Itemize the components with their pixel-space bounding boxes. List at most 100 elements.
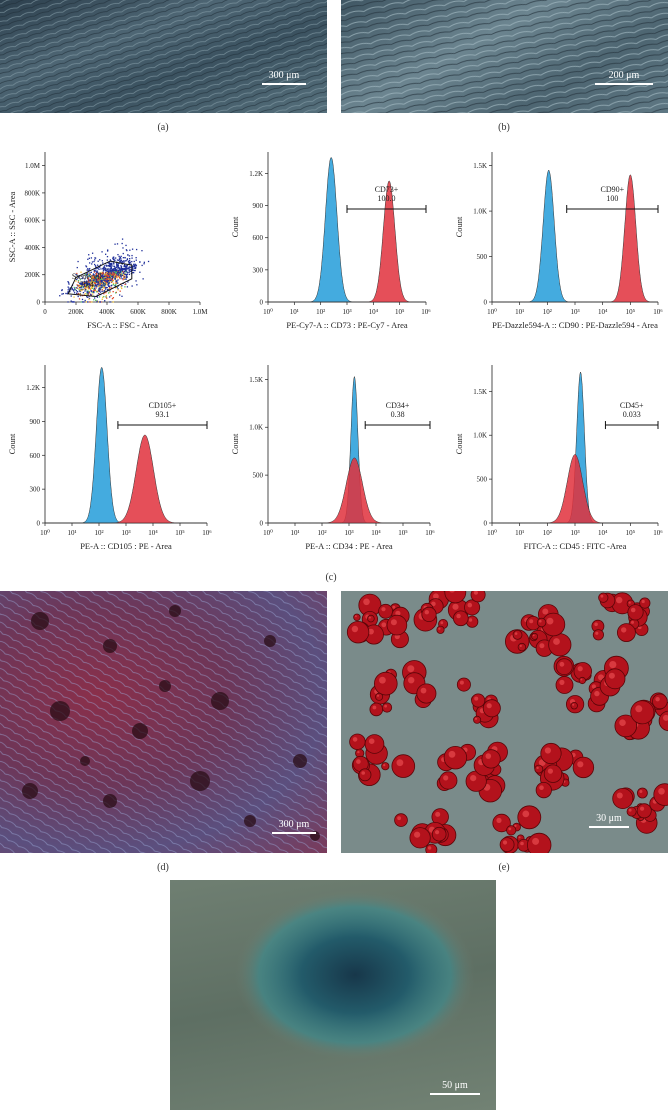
plot-cd105: 10⁰ 10¹ 10² 10³ 10⁴ 10⁵ 10⁶ 0 300 600 900 1.2K PE-A … [7,365,212,551]
lipid-droplet-highlight [414,831,421,838]
lipid-droplet-highlight [392,605,396,609]
x-tick-label-cd45-1: 10¹ [515,529,524,537]
scatter-point [126,266,128,268]
lipid-droplet [572,756,595,779]
scatter-point [122,279,124,281]
scatter-point [126,249,128,252]
lipid-droplet [421,606,437,623]
scatter-point [96,283,98,285]
scatter-point [104,276,106,278]
x-axis-label-cd73: PE-Cy7-A :: CD73 : PE-Cy7 - Area [286,320,408,330]
scatter-point [88,290,90,293]
lipid-droplet-highlight [474,696,479,701]
y-tick-label-cd105-3: 900 [30,418,41,426]
scatter-point [79,278,82,281]
scatter-point [102,296,104,299]
scatter-point [91,279,93,281]
scatter-point [141,250,143,252]
scatter-point [102,270,105,272]
scatter-point [106,297,108,299]
scatter-point [116,265,118,267]
scatter-point [101,281,103,283]
scatter-point [90,286,93,288]
scatter-point [103,267,106,269]
scatter-point [87,296,89,298]
scatter-point [114,272,117,274]
scatter-point [79,289,81,292]
scatter-point [143,261,146,263]
y-tick-label-fsc-ssc-1: 200K [24,271,40,279]
scatter-point [98,276,101,278]
scatter-point [103,285,105,287]
scatter-point [104,288,107,290]
scatter-point [93,299,95,301]
scatter-point [87,291,90,294]
lipid-droplet [616,623,636,642]
histogram-marker-cd45 [492,454,658,524]
scatter-point [99,288,102,290]
scatter-point [112,273,114,276]
histogram-control-cd105 [45,366,207,524]
scatter-point [61,289,63,292]
scatter-point [118,276,121,279]
scatter-point [93,284,95,286]
scatter-point [114,243,116,245]
lipid-droplet-highlight [539,785,544,790]
lipid-droplet [378,603,393,619]
scatter-point [131,269,134,271]
lipid-droplet-highlight [542,608,549,615]
scatter-point [121,238,124,240]
lipid-droplet [358,768,372,782]
scatter-point [87,277,90,279]
scatter-point [110,278,112,280]
x-tick-label-cd105-2: 10² [94,529,103,537]
scatter-point [131,254,133,257]
lipid-droplet-highlight [431,601,436,607]
scatter-point [67,281,69,283]
scatter-point [86,296,88,298]
scatter-point [106,286,108,289]
y-axis-label-cd73: Count [230,216,240,237]
scatter-point [132,266,134,268]
scatter-point [103,279,105,282]
scatter-point [97,275,99,277]
scatter-point [109,301,111,303]
lipid-droplet-highlight [420,687,427,694]
scatter-point [81,298,84,301]
scatter-point [93,276,95,278]
lipid-droplet-highlight [408,677,415,684]
scatter-point [125,276,128,279]
scatter-point [103,265,106,267]
x-tick-label-fsc-ssc-0: 0 [43,308,47,316]
lipid-droplet [381,702,393,713]
scatter-point [107,277,110,279]
lipid-droplet-highlight [619,719,626,726]
scatter-point [88,257,91,259]
lipid-droplet-highlight [502,840,508,845]
scatter-point [106,272,109,274]
scatter-point [117,265,119,267]
lipid-cluster [504,604,572,657]
scatter-point [117,289,119,291]
lipid-droplet-highlight [539,619,542,623]
scatter-point [114,269,117,271]
lipid-droplet-highlight [514,824,517,828]
scatter-point [104,300,106,302]
scatter-point [101,271,103,273]
scatter-point [105,271,107,274]
scatter-point [105,269,107,271]
scatter-point [106,279,109,281]
scatter-point [102,268,105,270]
scatter-point [84,278,86,280]
scatter-point [87,258,89,260]
scatter-point [84,284,86,286]
scatter-point [91,280,93,283]
scale-bar-f: 50 μm [430,1080,480,1095]
scatter-point [95,287,97,289]
plot-cd90: 10⁰ 10¹ 10² 10³ 10⁴ 10⁵ 10⁶ 0 500 1.0K 1.5K PE-Dazz… [454,152,663,330]
lipid-droplet [512,630,523,640]
lipid-droplet-highlight [577,666,583,672]
scatter-point [93,260,95,263]
scatter-point [80,289,82,291]
scatter-point [101,289,103,291]
